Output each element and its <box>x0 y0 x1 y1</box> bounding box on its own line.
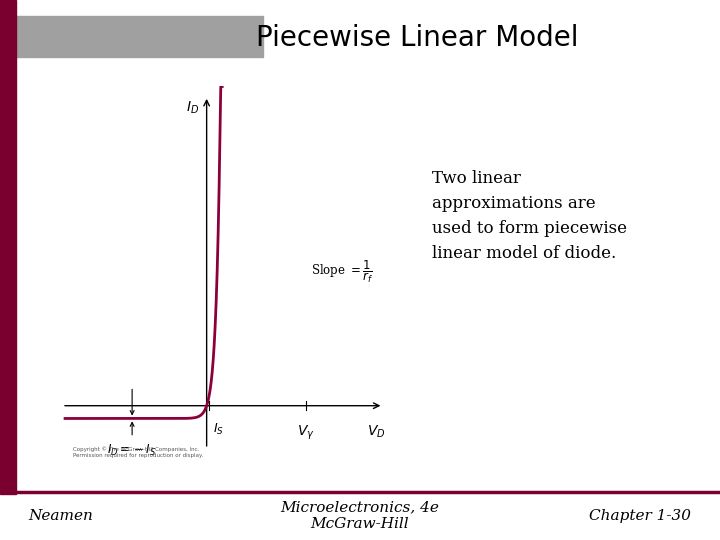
Text: Piecewise Linear Model: Piecewise Linear Model <box>256 24 579 52</box>
Text: Chapter 1-30: Chapter 1-30 <box>589 509 691 523</box>
Text: Neamen: Neamen <box>29 509 94 523</box>
Text: $I_D$: $I_D$ <box>186 99 199 116</box>
Text: $V_\gamma$: $V_\gamma$ <box>297 423 315 442</box>
Text: $I_D = -I_S$: $I_D = -I_S$ <box>107 442 157 457</box>
Text: $I_S$: $I_S$ <box>213 422 224 437</box>
Text: Microelectronics, 4e
McGraw-Hill: Microelectronics, 4e McGraw-Hill <box>281 501 439 531</box>
Text: Copyright © The McGraw-Hill Companies, Inc.
Permission required for reproduction: Copyright © The McGraw-Hill Companies, I… <box>73 447 203 458</box>
Text: Slope $=\dfrac{1}{r_f}$: Slope $=\dfrac{1}{r_f}$ <box>311 258 373 285</box>
Text: $V_D$: $V_D$ <box>366 423 385 440</box>
Text: Two linear
approximations are
used to form piecewise
linear model of diode.: Two linear approximations are used to fo… <box>432 170 627 262</box>
